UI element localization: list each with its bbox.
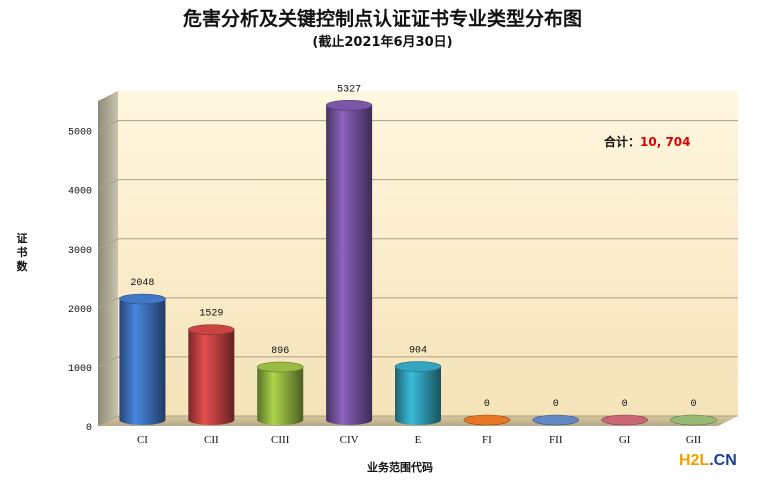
bar-top bbox=[394, 361, 442, 372]
x-tick-label: CI bbox=[137, 434, 148, 446]
data-label: 904 bbox=[409, 346, 427, 357]
y-tick-label: 1000 bbox=[68, 364, 92, 375]
data-label: 5327 bbox=[337, 84, 361, 95]
bar-body bbox=[188, 329, 235, 425]
bar-top bbox=[532, 414, 580, 426]
x-tick-label: GI bbox=[619, 434, 631, 446]
data-label: 0 bbox=[553, 399, 559, 410]
bar-CII bbox=[188, 324, 235, 425]
total-annotation: 合计：10, 704 bbox=[604, 133, 691, 150]
bar-top bbox=[256, 361, 304, 373]
bar-top bbox=[188, 324, 235, 335]
watermark-part-2: .CN bbox=[709, 452, 737, 469]
x-tick-label: FII bbox=[549, 434, 563, 446]
data-label: 0 bbox=[622, 399, 628, 410]
gridline-side bbox=[97, 238, 119, 250]
y-axis-label: 证书数 bbox=[16, 232, 28, 273]
gridline-side bbox=[97, 415, 119, 427]
bar-body bbox=[326, 105, 373, 426]
y-tick-label: 0 bbox=[86, 423, 92, 434]
bar-body bbox=[395, 366, 441, 425]
bar-body bbox=[257, 367, 304, 425]
chart-title: 危害分析及关键控制点认证证书专业类型分布图 bbox=[182, 8, 582, 30]
data-label: 1529 bbox=[199, 309, 223, 320]
bar-CI bbox=[119, 293, 166, 425]
gridline-side bbox=[97, 297, 119, 309]
gridline-side bbox=[97, 179, 119, 191]
x-tick-label: CIII bbox=[271, 434, 290, 446]
y-tick-label: 5000 bbox=[68, 128, 92, 139]
watermark-part-1: H2L bbox=[679, 452, 710, 469]
total-value: 10, 704 bbox=[640, 135, 691, 149]
data-label: 896 bbox=[271, 346, 289, 357]
x-tick-label: FI bbox=[482, 434, 492, 446]
gridline-side bbox=[97, 356, 119, 368]
chart-subtitle: (截止2021年6月30日) bbox=[312, 35, 453, 50]
x-tick-label: E bbox=[415, 434, 422, 446]
bar-top bbox=[119, 293, 166, 305]
y-tick-label: 2000 bbox=[68, 305, 92, 316]
watermark-logo: H2L.CN bbox=[679, 452, 737, 470]
data-label: 0 bbox=[691, 399, 697, 410]
bar-top bbox=[601, 414, 648, 426]
bar-top bbox=[463, 414, 511, 426]
y-tick-label: 3000 bbox=[68, 246, 92, 257]
data-label: 2048 bbox=[130, 278, 154, 289]
x-tick-label: CIV bbox=[340, 434, 359, 446]
x-tick-label: CII bbox=[204, 434, 219, 446]
bar-CIV bbox=[325, 99, 373, 426]
bar-E bbox=[394, 361, 442, 425]
x-tick-label: GII bbox=[686, 434, 702, 446]
data-label: 0 bbox=[484, 399, 490, 410]
bar-GII bbox=[670, 414, 717, 426]
y-tick-label: 4000 bbox=[68, 187, 92, 198]
gridline-side bbox=[97, 120, 119, 132]
bar-top bbox=[325, 99, 373, 111]
bar-top bbox=[670, 414, 717, 426]
x-axis-label: 业务范围代码 bbox=[367, 461, 433, 474]
bar-CIII bbox=[256, 361, 304, 425]
plot-side-wall bbox=[98, 91, 118, 426]
bar-FII bbox=[532, 414, 580, 426]
total-label: 合计： bbox=[604, 135, 641, 149]
bar-GI bbox=[601, 414, 648, 426]
bar-body bbox=[119, 299, 166, 425]
bar-FI bbox=[463, 414, 511, 426]
